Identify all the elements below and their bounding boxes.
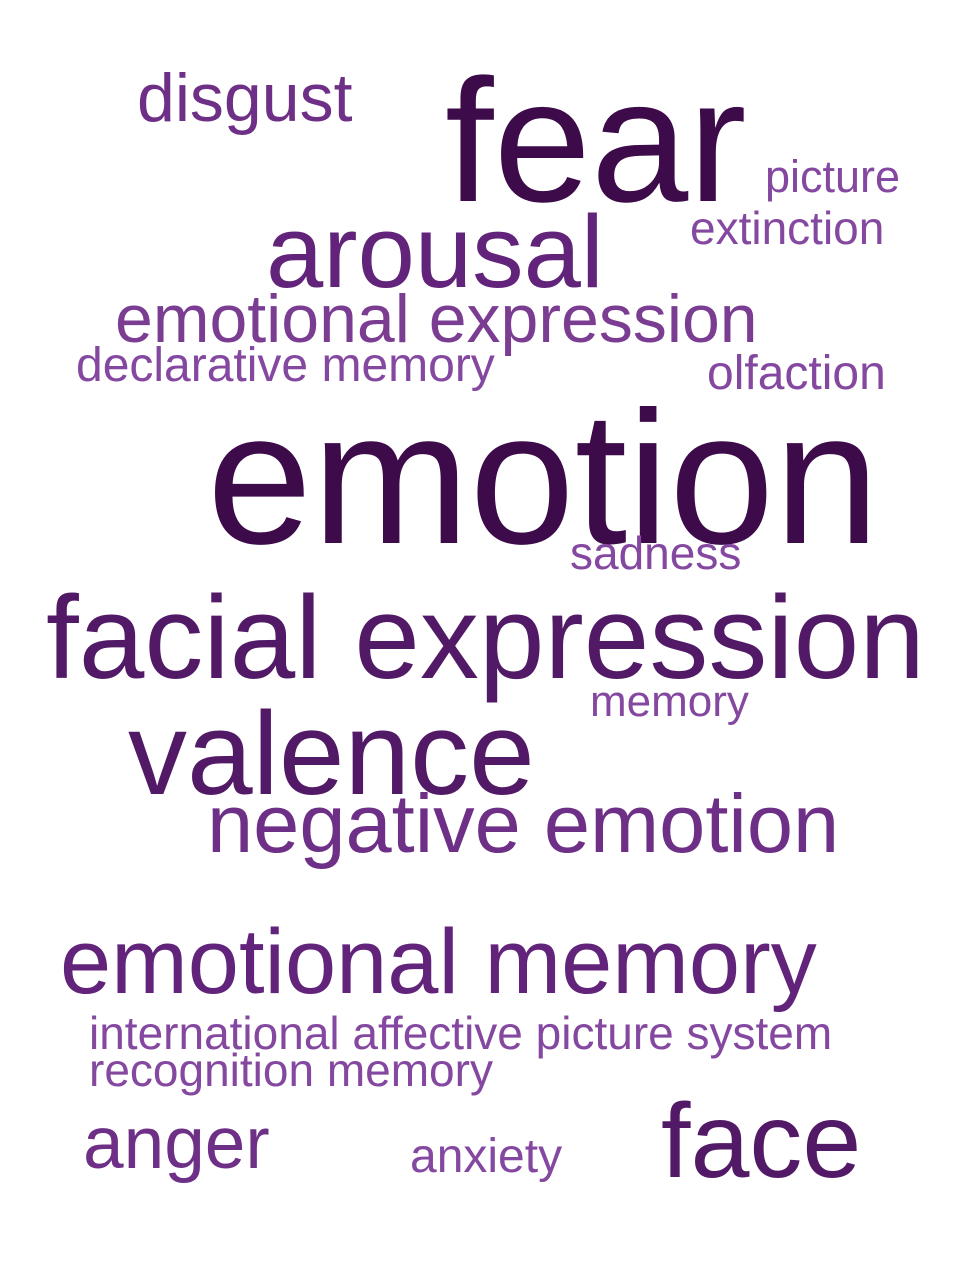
word-emotion: emotion bbox=[207, 373, 880, 584]
word-anger: anger bbox=[83, 1103, 270, 1184]
word-recognition-memory: recognition memory bbox=[89, 1044, 493, 1096]
word-fear: fear bbox=[445, 44, 747, 239]
word-negative-emotion: negative emotion bbox=[207, 777, 840, 870]
word-face: face bbox=[661, 1082, 862, 1200]
word-olfaction: olfaction bbox=[707, 347, 886, 400]
word-extinction: extinction bbox=[690, 202, 885, 254]
word-anxiety: anxiety bbox=[410, 1130, 563, 1183]
word-disgust: disgust bbox=[137, 60, 353, 136]
word-valence: valence bbox=[128, 688, 535, 820]
word-arousal: arousal bbox=[266, 194, 604, 309]
word-declarative-memory: declarative memory bbox=[76, 339, 495, 392]
word-picture: picture bbox=[765, 151, 901, 202]
word-emotional-expression: emotional expression bbox=[115, 281, 758, 357]
word-emotional-memory: emotional memory bbox=[60, 911, 817, 1013]
word-international-affective-picture-system: international affective picture system bbox=[89, 1007, 833, 1059]
word-facial-expression: facial expression bbox=[46, 572, 925, 704]
word-sadness: sadness bbox=[570, 527, 742, 579]
word-memory: memory bbox=[590, 677, 749, 726]
